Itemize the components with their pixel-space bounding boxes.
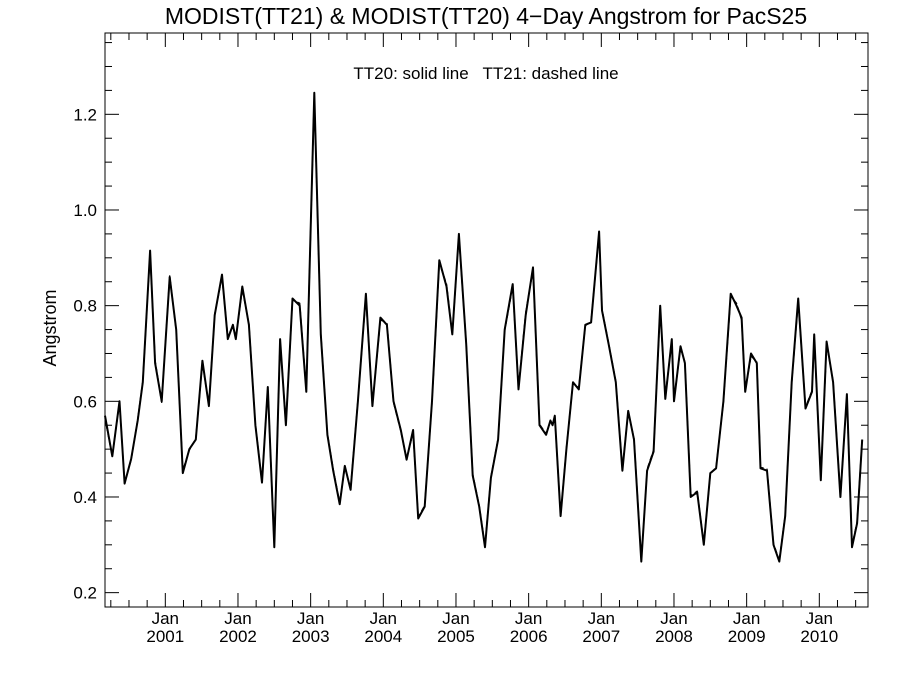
- x-tick-year-label: 2010: [800, 627, 838, 646]
- axis-tick-labels: 0.20.40.60.81.01.2Jan2001Jan2002Jan2003J…: [73, 105, 838, 646]
- x-tick-month-label: Jan: [297, 609, 324, 628]
- x-tick-month-label: Jan: [152, 609, 179, 628]
- x-tick-month-label: Jan: [515, 609, 542, 628]
- x-tick-year-label: 2007: [582, 627, 620, 646]
- x-tick-year-label: 2004: [364, 627, 402, 646]
- y-tick-label: 0.4: [73, 488, 97, 507]
- x-tick-month-label: Jan: [224, 609, 251, 628]
- x-tick-month-label: Jan: [660, 609, 687, 628]
- y-tick-label: 1.0: [73, 201, 97, 220]
- y-tick-label: 0.6: [73, 392, 97, 411]
- x-tick-year-label: 2002: [219, 627, 257, 646]
- y-tick-label: 0.2: [73, 584, 97, 603]
- x-tick-year-label: 2003: [292, 627, 330, 646]
- x-tick-month-label: Jan: [806, 609, 833, 628]
- y-axis-label: Angstrom: [40, 289, 60, 366]
- x-tick-month-label: Jan: [588, 609, 615, 628]
- x-tick-year-label: 2006: [510, 627, 548, 646]
- x-tick-year-label: 2008: [655, 627, 693, 646]
- series-layer: [104, 91, 864, 563]
- y-tick-label: 0.8: [73, 297, 97, 316]
- chart-title: MODIST(TT21) & MODIST(TT20) 4−Day Angstr…: [165, 3, 807, 29]
- x-tick-year-label: 2001: [146, 627, 184, 646]
- x-tick-month-label: Jan: [733, 609, 760, 628]
- series-style-note: TT20: solid line TT21: dashed line: [353, 64, 618, 83]
- x-tick-month-label: Jan: [442, 609, 469, 628]
- x-tick-year-label: 2009: [728, 627, 766, 646]
- plot-frame: [104, 32, 869, 608]
- x-tick-year-label: 2005: [437, 627, 475, 646]
- y-tick-label: 1.2: [73, 105, 97, 124]
- series-line-tt21: [104, 94, 863, 561]
- axis-ticks: [105, 33, 868, 607]
- series-line-tt20: [104, 91, 864, 563]
- x-tick-month-label: Jan: [370, 609, 397, 628]
